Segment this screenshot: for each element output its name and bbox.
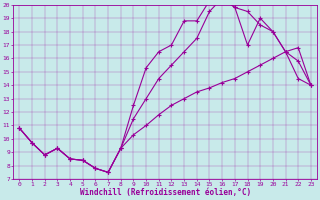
X-axis label: Windchill (Refroidissement éolien,°C): Windchill (Refroidissement éolien,°C): [80, 188, 251, 197]
